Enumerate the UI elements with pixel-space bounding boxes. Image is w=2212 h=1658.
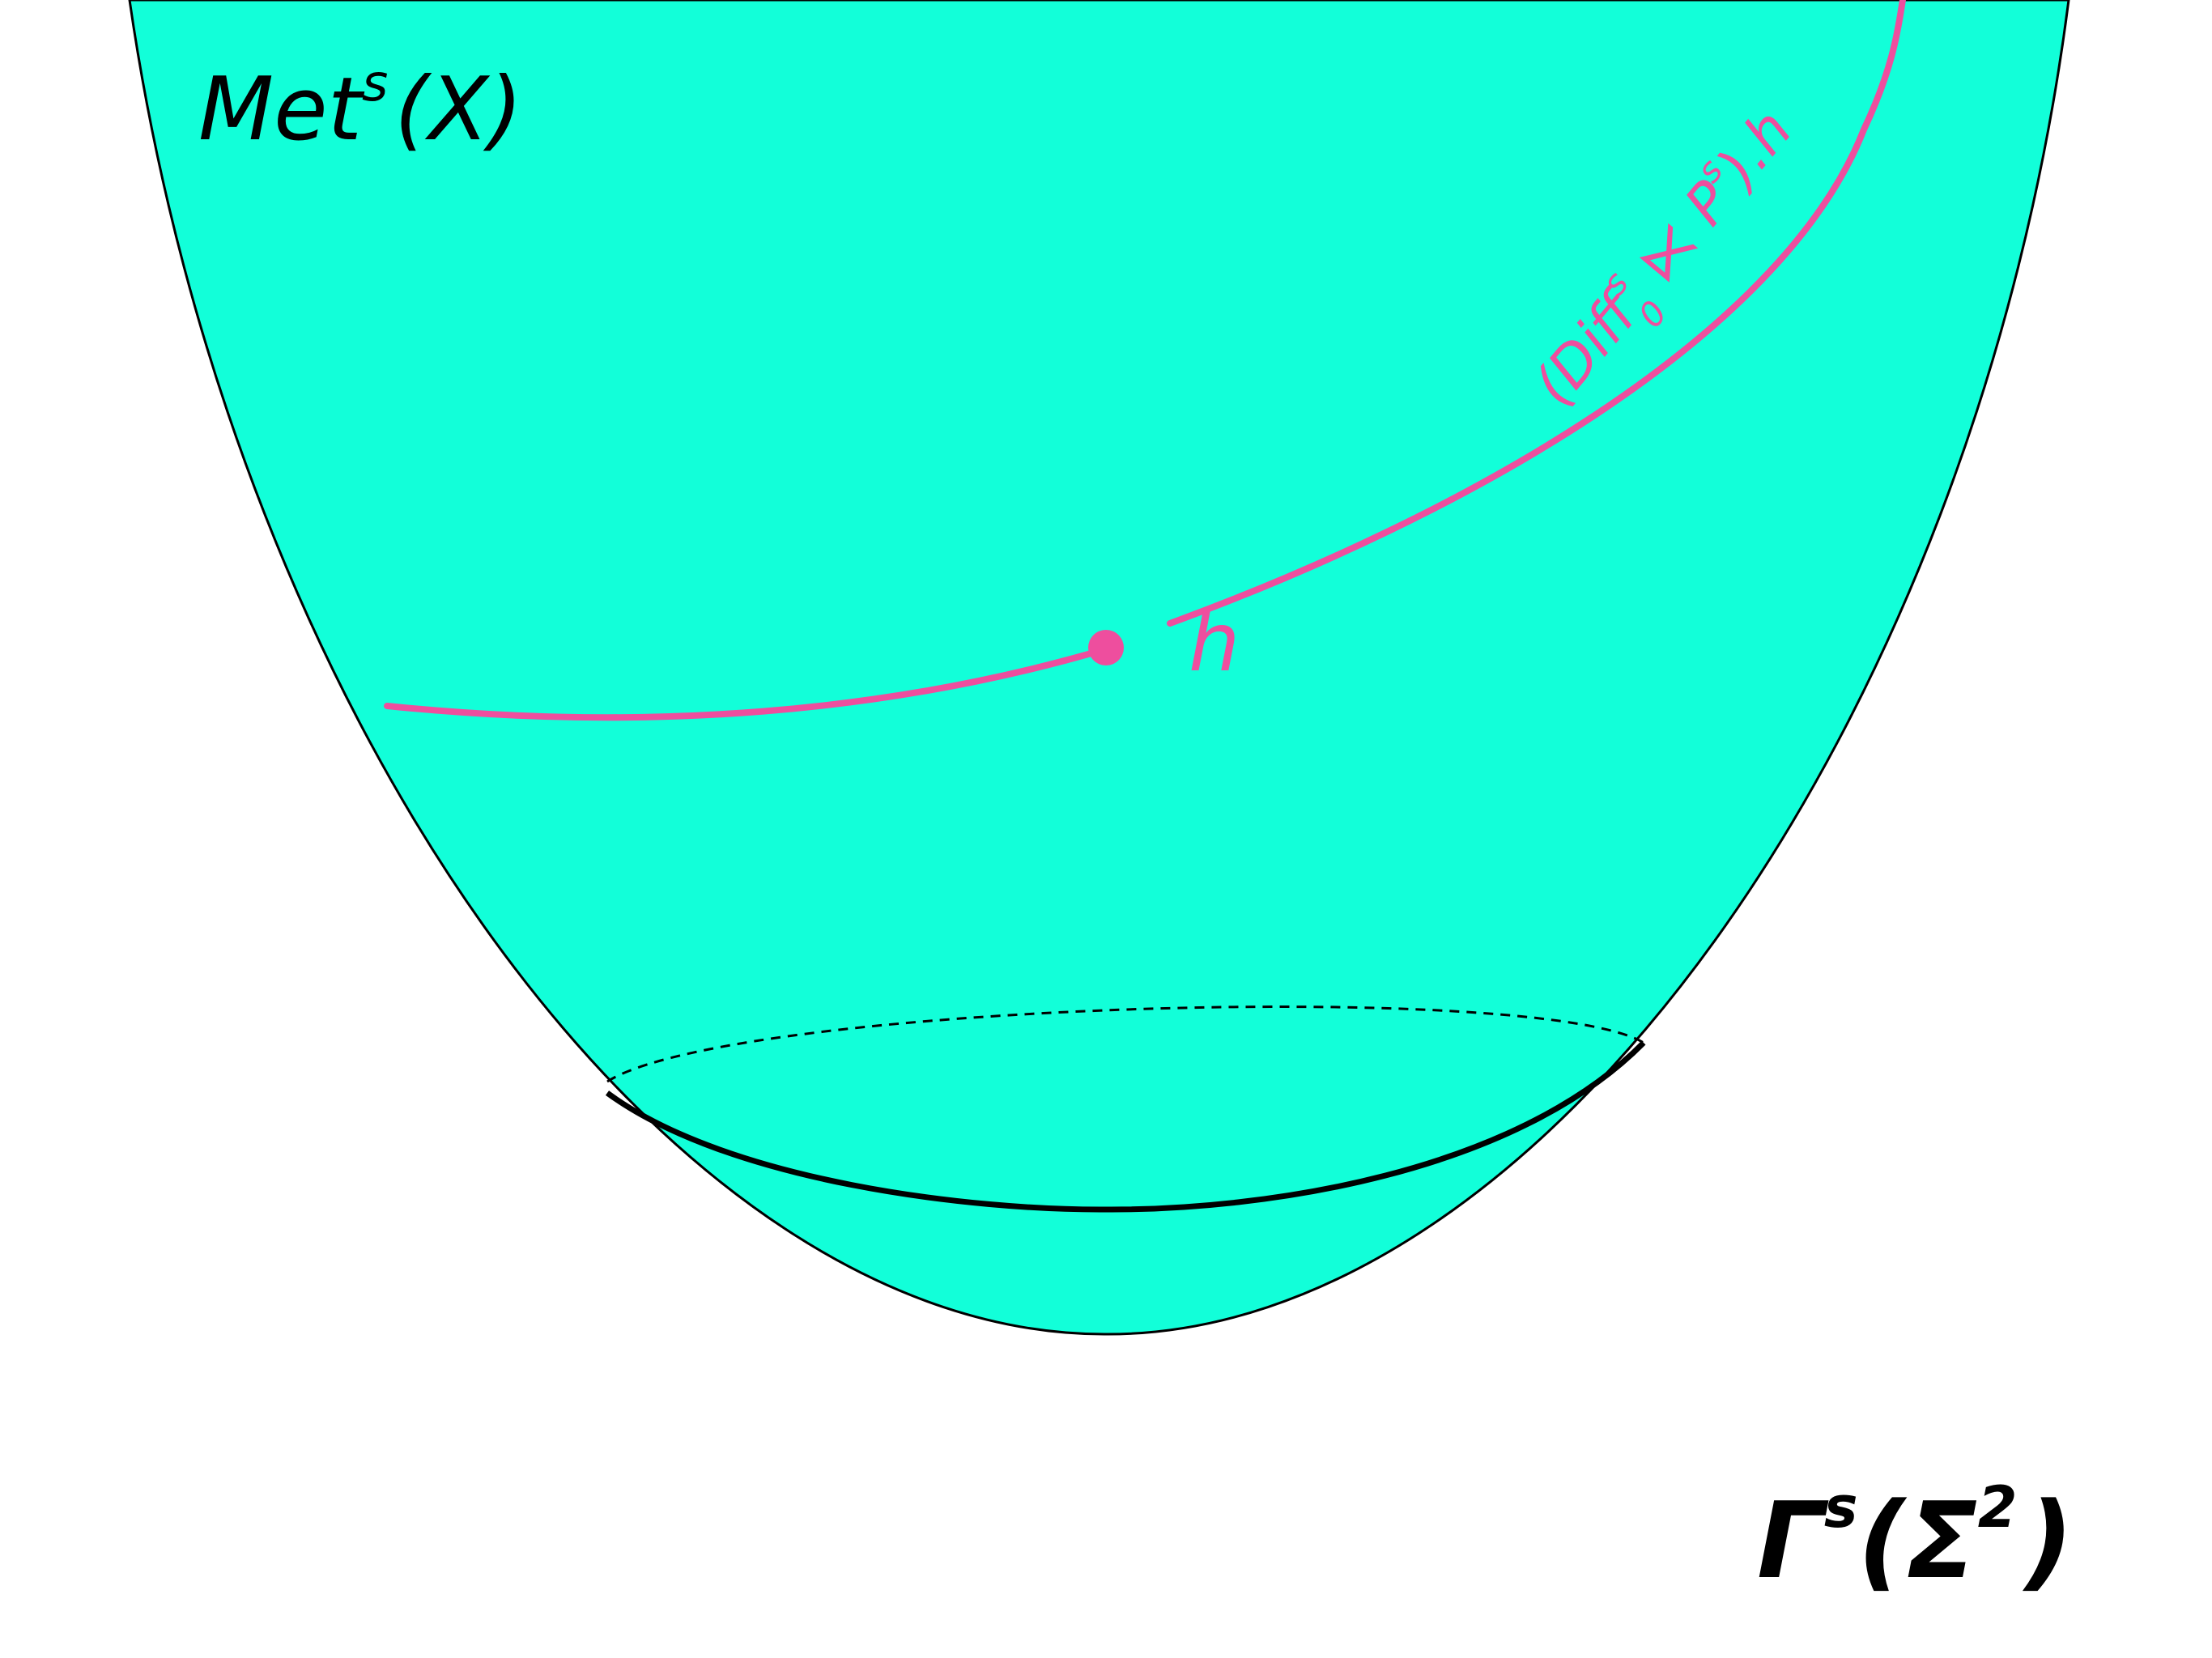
- orbit-curve-right: [1167, 0, 1906, 627]
- paraboloid-surface: [128, 0, 2070, 1336]
- label-met-s-x: Mets(X): [198, 53, 523, 160]
- label-h: h: [1189, 595, 1240, 690]
- point-h: [1088, 630, 1124, 665]
- label-gamma-sup: s: [1824, 1474, 1858, 1541]
- label-gamma-open: (Σ: [1858, 1479, 1978, 1602]
- label-gamma-close: ): [2022, 1479, 2073, 1602]
- ellipse-back-dashed: [606, 1005, 1644, 1083]
- label-gamma-s-sigma2: Γs(Σ2): [1757, 1474, 2074, 1602]
- ellipse-front-solid: [605, 1040, 1646, 1213]
- orbit-curve-left: [384, 646, 1108, 721]
- label-met-sup: s: [362, 53, 388, 113]
- label-met-base: Met: [198, 59, 365, 160]
- label-gamma-sup2: 2: [1978, 1474, 2018, 1541]
- label-gamma-base: Γ: [1757, 1479, 1829, 1602]
- label-met-arg: (X): [394, 59, 522, 160]
